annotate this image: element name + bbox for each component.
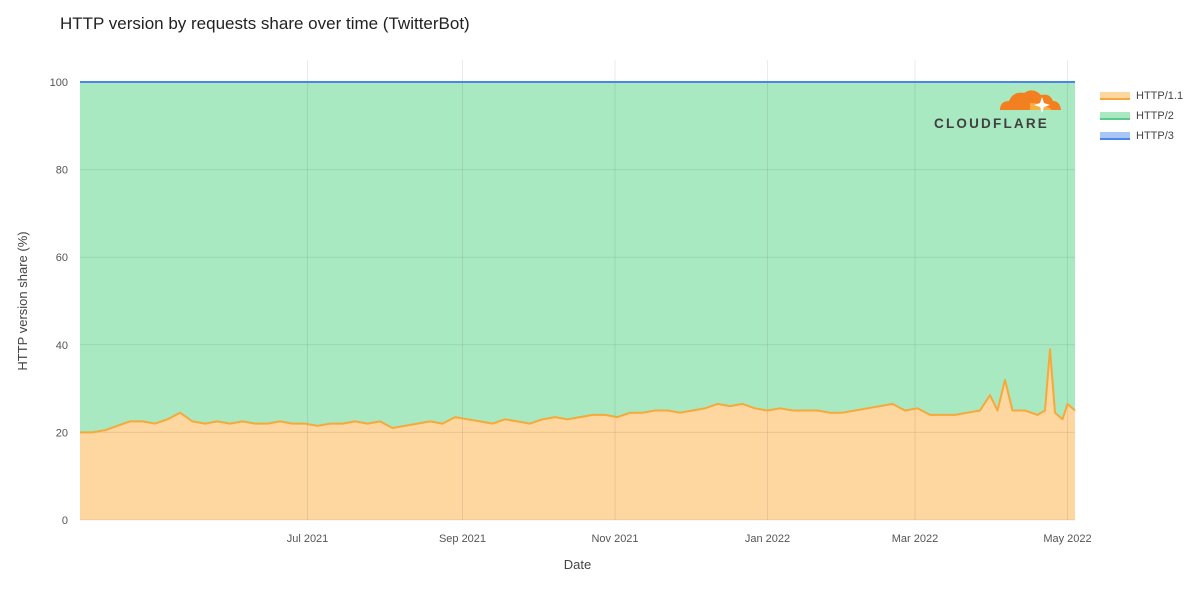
x-tick-label: Sep 2021 — [439, 533, 486, 545]
series-area-http11 — [80, 349, 1075, 520]
y-tick-label: 20 — [56, 427, 68, 439]
legend-label-http2: HTTP/2 — [1136, 110, 1174, 122]
cloudflare-logo: CLOUDFLARE — [934, 84, 1066, 134]
y-tick-label: 100 — [50, 77, 68, 89]
cloudflare-logo-icon — [1000, 90, 1061, 113]
legend-item-http2[interactable]: HTTP/2 — [1100, 106, 1183, 126]
legend-swatch-http3 — [1100, 132, 1130, 140]
y-tick-label: 80 — [56, 165, 68, 177]
legend-swatch-http2 — [1100, 112, 1130, 120]
x-tick-label: May 2022 — [1043, 533, 1091, 545]
cloudflare-logo-text: CLOUDFLARE — [934, 116, 1049, 131]
y-axis-title: HTTP version share (%) — [15, 231, 30, 370]
x-axis-title: Date — [564, 557, 591, 572]
x-tick-label: Nov 2021 — [591, 533, 638, 545]
legend-label-http3: HTTP/3 — [1136, 130, 1174, 142]
legend-swatch-http11 — [1100, 92, 1130, 100]
legend-label-http11: HTTP/1.1 — [1136, 90, 1184, 102]
chart-title: HTTP version by requests share over time… — [60, 14, 470, 33]
series-line-http11 — [80, 348, 1076, 434]
x-tick-label: Mar 2022 — [892, 533, 938, 545]
y-tick-label: 60 — [56, 252, 68, 264]
legend-item-http11[interactable]: HTTP/1.1 — [1100, 86, 1183, 106]
x-tick-label: Jul 2021 — [287, 533, 329, 545]
x-tick-label: Jan 2022 — [745, 533, 790, 545]
legend: HTTP/1.1 HTTP/2 HTTP/3 — [1100, 86, 1183, 146]
y-tick-label: 40 — [56, 340, 68, 352]
y-tick-label: 0 — [62, 515, 68, 527]
legend-item-http3[interactable]: HTTP/3 — [1100, 126, 1183, 146]
series-area-http2 — [80, 82, 1075, 433]
